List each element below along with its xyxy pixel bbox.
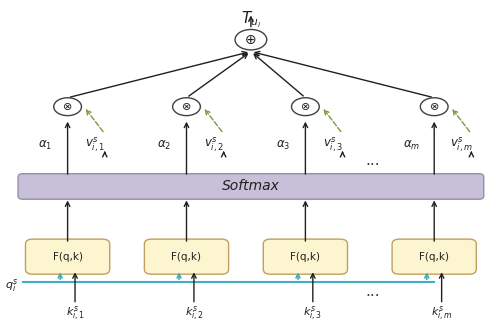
FancyBboxPatch shape xyxy=(144,239,228,274)
Text: $v_{i,m}^s$: $v_{i,m}^s$ xyxy=(450,136,473,155)
Circle shape xyxy=(420,98,448,116)
Circle shape xyxy=(172,98,201,116)
Circle shape xyxy=(235,29,267,50)
Text: $\alpha_{m}$: $\alpha_{m}$ xyxy=(404,139,420,152)
Text: ⊗: ⊗ xyxy=(430,102,439,112)
Text: ⊕: ⊕ xyxy=(245,33,256,47)
FancyBboxPatch shape xyxy=(18,174,483,199)
FancyBboxPatch shape xyxy=(26,239,110,274)
Text: F(q,k): F(q,k) xyxy=(172,252,202,262)
Text: ...: ... xyxy=(365,154,380,169)
Text: $\alpha_{1}$: $\alpha_{1}$ xyxy=(38,139,52,152)
Text: F(q,k): F(q,k) xyxy=(419,252,449,262)
Text: $\alpha_{2}$: $\alpha_{2}$ xyxy=(157,139,172,152)
Text: Softmax: Softmax xyxy=(222,179,280,193)
Text: $v_{i,3}^s$: $v_{i,3}^s$ xyxy=(322,136,342,155)
Text: $v_{i,2}^s$: $v_{i,2}^s$ xyxy=(204,136,224,155)
Text: $k_{i,2}^s$: $k_{i,2}^s$ xyxy=(184,305,204,323)
Text: F(q,k): F(q,k) xyxy=(290,252,320,262)
Text: ⊗: ⊗ xyxy=(300,102,310,112)
Text: $v_{i,1}^s$: $v_{i,1}^s$ xyxy=(85,136,105,155)
Text: $\alpha_{3}$: $\alpha_{3}$ xyxy=(276,139,290,152)
FancyBboxPatch shape xyxy=(392,239,476,274)
FancyBboxPatch shape xyxy=(264,239,347,274)
Text: ⊗: ⊗ xyxy=(182,102,191,112)
Text: ...: ... xyxy=(365,284,380,299)
Text: F(q,k): F(q,k) xyxy=(52,252,82,262)
Circle shape xyxy=(292,98,320,116)
Text: $k_{i,3}^s$: $k_{i,3}^s$ xyxy=(304,305,322,323)
Text: $k_{i,m}^s$: $k_{i,m}^s$ xyxy=(431,305,452,323)
Text: ⊗: ⊗ xyxy=(63,102,72,112)
Text: $T_{u_i}$: $T_{u_i}$ xyxy=(241,9,261,30)
Text: $k_{i,1}^s$: $k_{i,1}^s$ xyxy=(66,305,84,323)
Circle shape xyxy=(54,98,82,116)
Text: $q_i^s$: $q_i^s$ xyxy=(4,277,18,294)
